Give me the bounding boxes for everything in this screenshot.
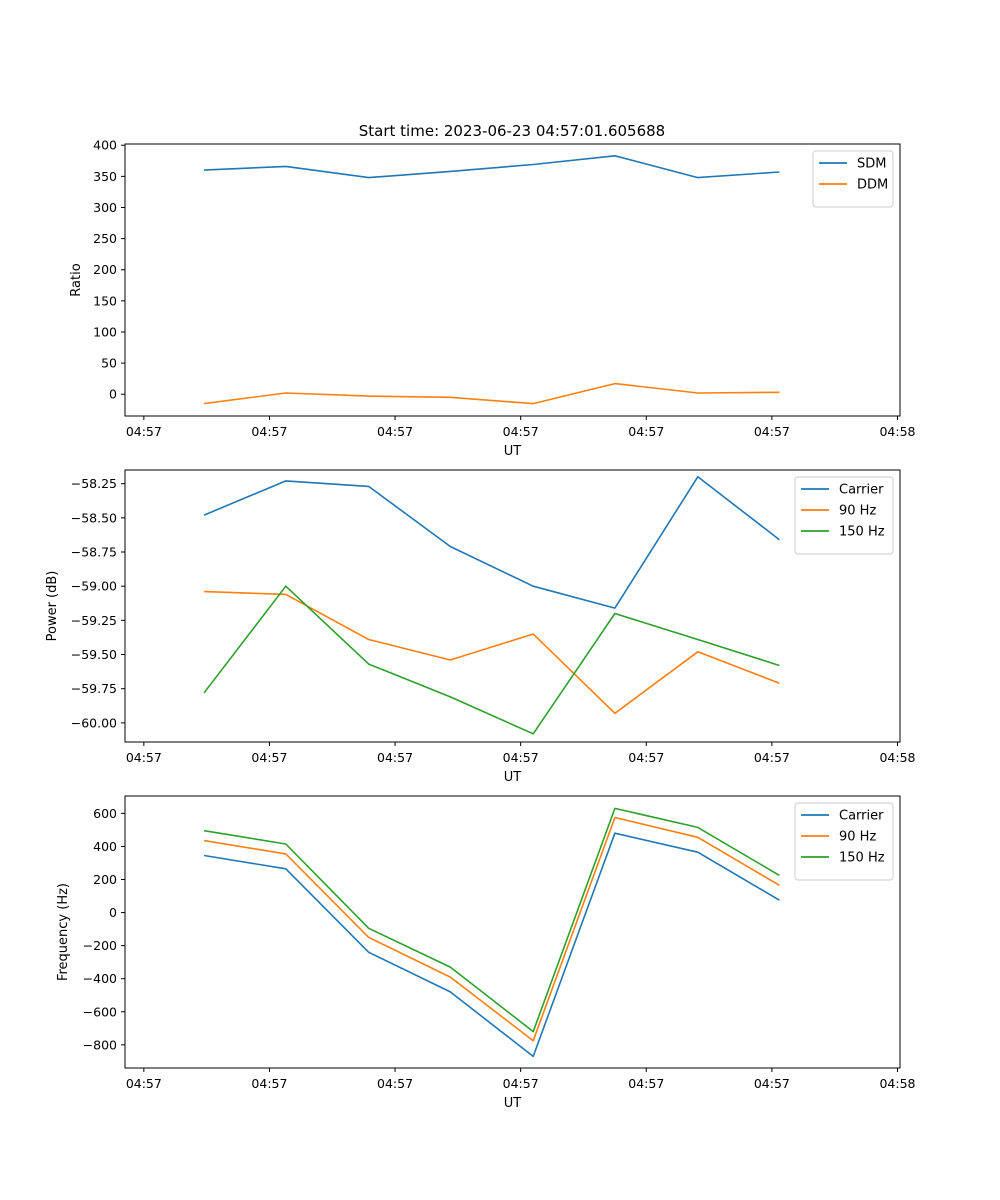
y-tick-label: 250 [93,231,117,246]
x-tick-label: 04:57 [503,424,539,439]
series-line-carrier [203,832,780,1058]
y-tick-label: 100 [93,324,117,339]
y-tick-label: −800 [83,1037,117,1052]
y-tick-label: −58.25 [71,476,117,491]
series-line-150-hz [203,807,780,1033]
x-tick-label: 04:57 [251,750,287,765]
legend: Carrier 90 Hz 150 Hz [794,802,894,881]
y-tick-label: −58.50 [71,510,117,525]
y-tick-label: 400 [93,839,117,854]
y-axis-label: Power (dB) [45,571,60,642]
y-axis-label: Ratio [69,263,84,296]
legend-label-150-hz: 150 Hz [839,851,885,866]
x-tick-label: 04:57 [126,750,162,765]
x-tick-label: 04:57 [754,750,790,765]
y-tick-label: 350 [93,169,117,184]
x-tick-label: 04:57 [503,1076,539,1091]
legend-box [794,476,894,555]
series-line-ddm [203,382,780,405]
x-axis-label: UT [504,770,522,785]
legend-label-ddm: DDM [857,178,888,193]
plot-area [125,144,900,416]
y-tick-label: 0 [109,905,117,920]
legend-box [794,802,894,881]
plot-area [125,796,900,1068]
y-tick-label: 150 [93,293,117,308]
legend: SDM DDM [812,150,894,208]
y-tick-label: −60.00 [71,715,117,730]
x-tick-label: 04:57 [377,750,413,765]
legend-label-150-hz: 150 Hz [839,525,885,540]
plot-area [125,470,900,742]
y-tick-label: 600 [93,806,117,821]
x-tick-label: 04:57 [628,424,664,439]
chart-title: Start time: 2023-06-23 04:57:01.605688 [359,122,665,140]
x-tick-label: 04:57 [503,750,539,765]
series-line-sdm [204,155,780,179]
x-tick-label: 04:57 [377,424,413,439]
y-tick-label: −58.75 [71,545,117,560]
series-line-150-hz [203,585,780,735]
x-axis-label: UT [504,1096,522,1111]
series-line-90-hz [204,590,780,715]
x-tick-label: 04:58 [879,424,915,439]
x-tick-label: 04:57 [377,1076,413,1091]
axes-frame [124,143,901,417]
y-tick-label: 200 [93,262,117,277]
axes-frame [124,469,901,743]
legend-label-carrier: Carrier [839,809,884,824]
y-tick-label: 200 [93,872,117,887]
y-axis-label: Frequency (Hz) [56,883,71,981]
axes-frame [124,795,901,1069]
legend-label-90-hz: 90 Hz [839,504,876,519]
y-tick-label: −200 [83,938,117,953]
x-tick-label: 04:57 [754,1076,790,1091]
series-line-carrier [203,475,780,609]
y-tick-label: 400 [93,138,117,153]
chart-panels: 04:57 04:57 04:57 04:57 04:57 04:57 04:58 0 50 10… [45,138,916,1111]
y-tick-label: −59.25 [71,613,117,628]
y-tick-label: −400 [83,971,117,986]
legend-label-carrier: Carrier [839,483,884,498]
y-tick-label: −59.50 [71,647,117,662]
legend-label-sdm: SDM [857,157,886,172]
y-tick-label: 50 [101,356,117,371]
x-tick-label: 04:57 [628,750,664,765]
x-tick-label: 04:57 [754,424,790,439]
y-tick-label: 300 [93,200,117,215]
x-tick-label: 04:57 [628,1076,664,1091]
legend-label-90-hz: 90 Hz [839,830,876,845]
y-tick-label: −59.00 [71,579,117,594]
series-line-90-hz [203,816,780,1042]
x-tick-label: 04:57 [126,424,162,439]
legend: Carrier 90 Hz 150 Hz [794,476,894,555]
legend-box [812,150,894,208]
x-tick-label: 04:58 [879,750,915,765]
x-tick-label: 04:57 [251,424,287,439]
y-tick-label: −59.75 [71,681,117,696]
x-tick-label: 04:58 [879,1076,915,1091]
chart-panel-3: 04:57 04:57 04:57 04:57 04:57 04:57 04:58 −800 −… [56,795,916,1111]
x-axis-label: UT [504,444,522,459]
chart-panel-2: 04:57 04:57 04:57 04:57 04:57 04:57 04:58 −60.0… [45,469,916,785]
chart-panel-1: 04:57 04:57 04:57 04:57 04:57 04:57 04:58 0 50 10… [69,138,916,459]
x-tick-label: 04:57 [126,1076,162,1091]
y-tick-label: 0 [109,387,117,402]
y-tick-label: −600 [83,1004,117,1019]
x-tick-label: 04:57 [251,1076,287,1091]
